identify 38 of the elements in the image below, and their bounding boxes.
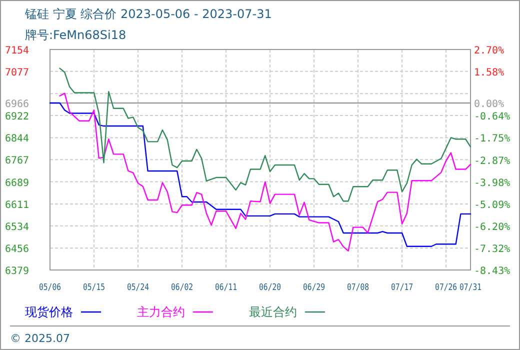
- y-tick-label: 6379: [5, 266, 30, 277]
- y-tick-label: 6534: [5, 222, 30, 233]
- y2-tick-label: -1.75%: [474, 134, 510, 145]
- y2-tick-label: -6.20%: [474, 222, 510, 233]
- y2-tick-label: -7.32%: [474, 244, 510, 256]
- y-tick-label: 7077: [5, 67, 30, 78]
- y2-tick-label: 2.70%: [474, 46, 504, 56]
- legend-label: 现货价格: [25, 305, 73, 319]
- y2-tick-label: 0.00%: [474, 98, 504, 110]
- text: © 2025.07: [10, 332, 70, 345]
- chart-title: 锰硅 宁夏 综合价 2023-05-06 - 2023-07-31: [24, 7, 272, 21]
- y-tick-label: 6922: [5, 112, 30, 123]
- x-tick-label: 07/17: [391, 283, 418, 293]
- x-tick-label: 06/20: [259, 283, 286, 293]
- y2-tick-label: -3.98%: [474, 178, 510, 189]
- x-tick-label: 07/08: [347, 283, 374, 293]
- x-tick-label: 06/11: [215, 283, 242, 293]
- x-tick-label: 07/31: [460, 283, 487, 293]
- y-tick-label: 6767: [5, 156, 30, 167]
- chart-subtitle: 牌号:FeMn68Si18: [25, 28, 126, 42]
- legend-label: 主力合约: [137, 305, 185, 319]
- y-tick-label: 6844: [5, 134, 30, 145]
- y-tick-label: 6456: [5, 244, 30, 256]
- x-tick-label: 05/06: [39, 283, 66, 293]
- x-tick-label: 05/24: [127, 283, 154, 293]
- y2-tick-label: -5.09%: [474, 200, 510, 211]
- legend-label: 最近合约: [249, 305, 297, 319]
- y2-tick-label: -0.64%: [474, 112, 510, 123]
- y-tick-label: 7154: [5, 46, 30, 56]
- y2-tick-label: 1.58%: [474, 68, 504, 79]
- x-tick-label: 06/02: [171, 283, 198, 293]
- x-tick-label: 05/15: [83, 283, 110, 293]
- x-tick-label: 06/29: [303, 283, 330, 293]
- y2-tick-label: -8.43%: [474, 266, 510, 277]
- y-tick-label: 6966: [5, 98, 30, 110]
- y-tick-label: 6611: [5, 200, 30, 211]
- y2-tick-label: -2.87%: [474, 156, 510, 167]
- y-tick-label: 6689: [5, 178, 30, 189]
